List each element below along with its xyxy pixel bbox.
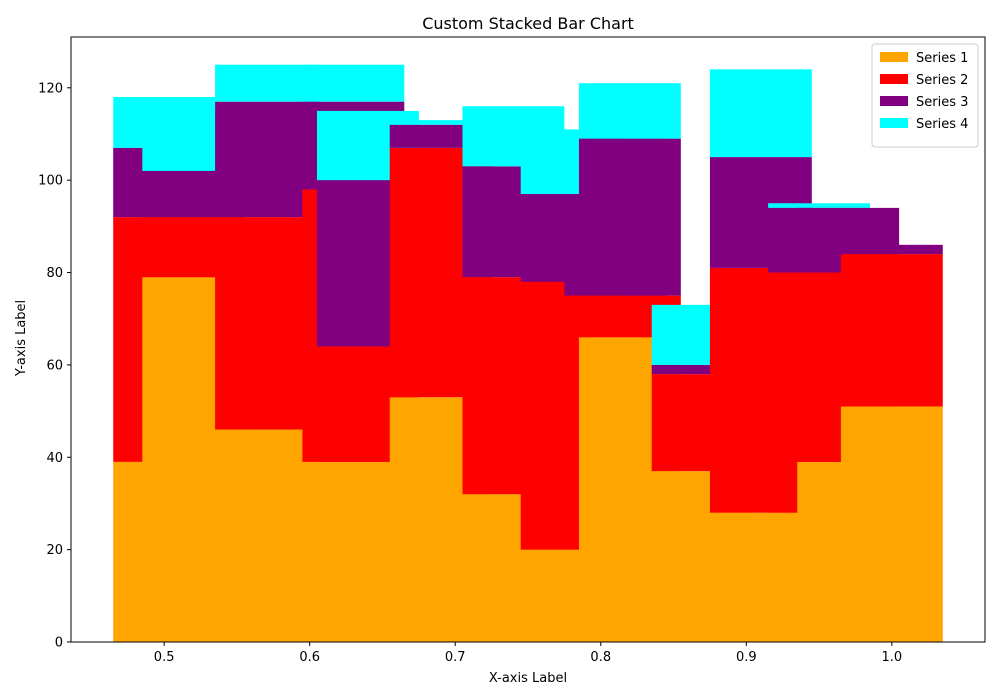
x-tick-label: 1.0	[882, 650, 903, 665]
y-tick-label: 120	[38, 81, 63, 96]
bar-segment-series-4	[302, 64, 405, 102]
legend-swatch-series-3	[880, 96, 908, 106]
legend-swatch-series-1	[880, 52, 908, 62]
bar-segment-series-1	[840, 406, 943, 642]
x-tick-label: 0.7	[445, 650, 466, 665]
bar-segment-series-4	[215, 64, 317, 102]
legend-label-series-1: Series 1	[916, 51, 968, 66]
chart-title: Custom Stacked Bar Chart	[422, 14, 634, 33]
bar-segment-series-3	[578, 138, 681, 296]
bar-segment-series-3	[215, 101, 317, 218]
bar-segment-series-3	[651, 364, 754, 375]
legend-label-series-2: Series 2	[916, 73, 968, 88]
bar-segment-series-3	[840, 244, 943, 255]
y-tick-label: 20	[46, 543, 63, 558]
x-tick-label: 0.6	[299, 650, 320, 665]
legend-label-series-4: Series 4	[916, 117, 968, 132]
bar-segment-series-2	[215, 217, 317, 430]
x-tick-label: 0.9	[736, 650, 757, 665]
legend-swatch-series-4	[880, 118, 908, 128]
y-tick-label: 80	[46, 266, 63, 281]
y-tick-label: 60	[46, 358, 63, 373]
axes-layer: 0.5 0.6 0.7 0.8 0.9 1.0 0 20 40 60 80 100 120	[38, 36, 986, 665]
y-axis-title: Y-axis Label	[14, 300, 29, 377]
bar-segment-series-4	[768, 203, 871, 208]
x-tick-label: 0.5	[154, 650, 175, 665]
bars-layer	[113, 64, 943, 642]
y-tick-label: 0	[55, 636, 63, 651]
legend-label-series-3: Series 3	[916, 95, 968, 110]
bar-segment-series-4	[709, 69, 812, 158]
x-axis-title: X-axis Label	[489, 671, 567, 686]
legend-swatch-series-2	[880, 74, 908, 84]
plot-frame	[70, 36, 986, 643]
bar-segment-series-4	[389, 120, 492, 125]
x-tick-label: 0.8	[590, 650, 611, 665]
bar-segment-series-4	[578, 83, 681, 139]
bar-segment-series-2	[840, 254, 943, 407]
bar-segment-series-1	[215, 429, 317, 642]
y-tick-label: 40	[46, 451, 63, 466]
legend: Series 1 Series 2 Series 3 Series 4	[871, 43, 979, 148]
y-tick-label: 100	[38, 174, 63, 189]
